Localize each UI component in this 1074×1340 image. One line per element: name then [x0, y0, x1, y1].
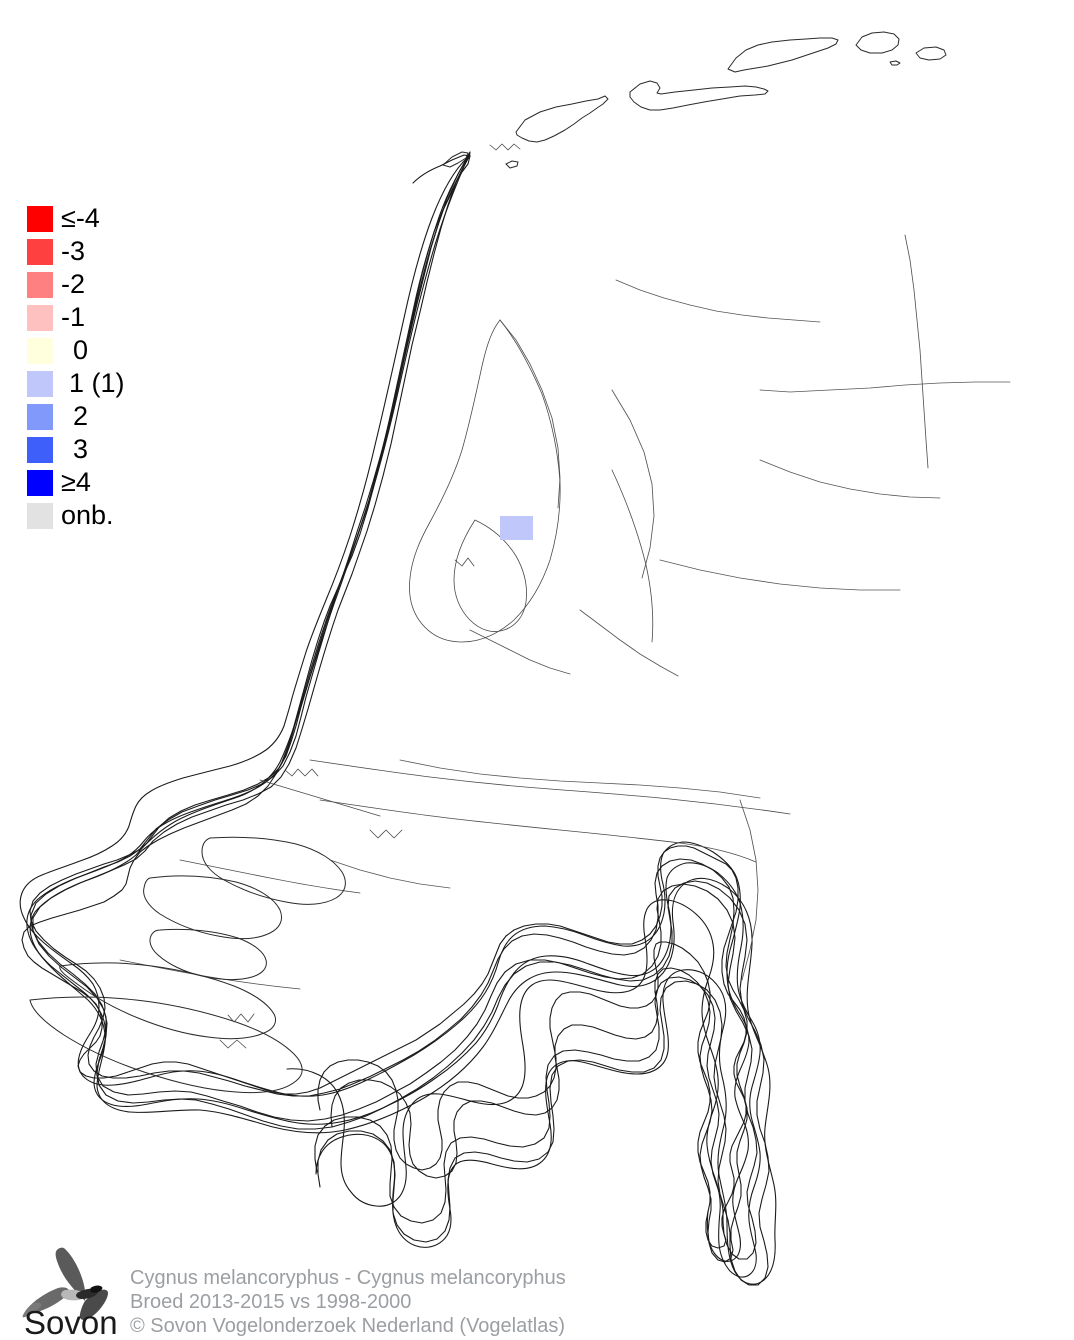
province-line-friesland-south — [615, 279, 821, 323]
island-ameland — [855, 31, 900, 54]
nl-coast-west — [32, 157, 770, 1286]
mainland-outline-group — [21, 154, 747, 1249]
markermeer — [453, 519, 527, 632]
hydro-detail-zeeland — [219, 1039, 247, 1049]
oosterschelde — [179, 859, 361, 894]
fine-hydro-detail-group — [219, 143, 521, 1049]
caption-copyright: © Sovon Vogelonderzoek Nederland (Vogela… — [130, 1315, 566, 1337]
legend-row-minus1[interactable]: -1 — [27, 301, 227, 334]
hydro-detail-delta-3 — [227, 1013, 255, 1023]
province-line-brabant-limburg — [739, 799, 759, 981]
map-footer: Sovon Cygnus melancoryphus - Cygnus mela… — [22, 1246, 1062, 1340]
province-line-zuidholland-utrecht — [469, 629, 571, 675]
legend-swatch-plus1 — [27, 370, 53, 397]
river-ijssel — [611, 469, 654, 643]
legend-label-plus4-or-more: ≥4 — [61, 467, 91, 497]
legend-row-plus4-or-more[interactable]: ≥4 — [27, 466, 227, 499]
ijsselmeer-outline — [409, 319, 561, 643]
legend-swatch-minus3 — [27, 238, 53, 265]
legend-swatch-minus4-or-less — [27, 205, 53, 232]
hydro-detail-rotterdam — [454, 557, 475, 567]
island-goeree-overflakkee — [201, 836, 346, 905]
legend-swatch-minus1 — [27, 304, 53, 331]
nl-country-outline — [30, 151, 758, 1260]
province-line-friesland-groningen — [904, 234, 929, 469]
hydro-detail-delta-1 — [284, 768, 319, 777]
legend-label-plus1: 1 (1) — [69, 368, 125, 398]
caption-period: Broed 2013-2015 vs 1998-2000 — [130, 1291, 412, 1313]
legend-label-zero: 0 — [73, 335, 89, 365]
legend-row-zero[interactable]: 0 — [27, 334, 227, 367]
legend-row-plus3[interactable]: 3 — [27, 433, 227, 466]
hydro-detail-north — [489, 143, 521, 151]
island-texel — [515, 95, 609, 143]
river-maas — [319, 799, 757, 863]
legend-swatch-zero — [27, 337, 53, 364]
sovon-wordmark: Sovon — [24, 1304, 118, 1340]
legend-swatch-plus4-or-more — [27, 469, 53, 496]
island-schouwen-duiveland — [143, 875, 283, 940]
province-line-noordholland-flevoland — [499, 319, 561, 509]
province-line-overijssel-gelderland — [659, 559, 901, 591]
legend-row-unknown[interactable]: onb. — [27, 499, 227, 532]
island-rottumerplaat — [889, 60, 901, 66]
hydro-detail-delta-2 — [369, 829, 403, 839]
island-schiermonnikoog — [915, 46, 947, 61]
legend-label-minus3: -3 — [61, 236, 86, 266]
province-line-utrecht-gelderland — [579, 609, 679, 677]
legend-swatch-plus2 — [27, 403, 53, 430]
nl-shape-final — [30, 151, 758, 1260]
legend-swatch-unknown — [27, 502, 53, 529]
legend-row-plus1[interactable]: 1 (1) — [27, 367, 227, 400]
zeeland-delta-group — [29, 836, 346, 1094]
legend-row-minus4-or-less[interactable]: ≤-4 — [27, 202, 227, 235]
legend-label-minus1: -1 — [61, 302, 86, 332]
legend-label-plus2: 2 — [73, 401, 89, 431]
legend-row-minus2[interactable]: -2 — [27, 268, 227, 301]
province-line-noordbrabant-north — [399, 759, 761, 799]
wadden-islands-group — [442, 31, 947, 169]
caption-species: Cygnus melancoryphus - Cygnus melancoryp… — [130, 1267, 566, 1289]
island-small-waddenzee — [505, 160, 519, 169]
map-caption: Cygnus melancoryphus - Cygnus melancoryp… — [130, 1266, 1030, 1338]
change-class-legend: ≤-4 -3 -2 -1 0 1 (1) 2 3 — [27, 202, 227, 532]
island-vlieland — [629, 80, 769, 111]
data-cell-plus1[interactable] — [500, 516, 533, 540]
province-line-zeeland-brabant — [329, 859, 451, 889]
legend-swatch-plus3 — [27, 436, 53, 463]
island-terschelling — [727, 37, 839, 73]
nieuwe-waterweg — [259, 779, 381, 817]
province-line-drenthe-overijssel — [759, 459, 941, 499]
legend-label-plus3: 3 — [73, 434, 89, 464]
legend-label-unknown: onb. — [61, 500, 114, 530]
legend-label-minus4-or-less: ≤-4 — [61, 203, 100, 233]
netherlands-coastline — [21, 154, 747, 1249]
island-walcheren-zuid-beveland — [59, 962, 277, 1040]
river-rhine-waal — [309, 759, 791, 815]
legend-row-minus3[interactable]: -3 — [27, 235, 227, 268]
nl-final-silhouette — [29, 152, 777, 1285]
province-line-groningen-drenthe — [759, 381, 1011, 393]
sovon-wordmark-text: Sovon — [24, 1304, 118, 1340]
legend-swatch-minus2 — [27, 271, 53, 298]
legend-label-minus2: -2 — [61, 269, 86, 299]
sovon-logo: Sovon — [22, 1246, 126, 1340]
island-noord-beveland — [149, 928, 267, 980]
province-boundaries-group — [329, 234, 1011, 981]
zeeuws-vlaanderen — [29, 996, 303, 1094]
swallow-bird-icon — [22, 1247, 108, 1320]
province-line-flevoland-east — [611, 389, 655, 579]
legend-row-plus2[interactable]: 2 — [27, 400, 227, 433]
westerschelde — [119, 959, 301, 990]
nl-outline-dense — [32, 157, 770, 1286]
nl-body — [29, 152, 777, 1285]
